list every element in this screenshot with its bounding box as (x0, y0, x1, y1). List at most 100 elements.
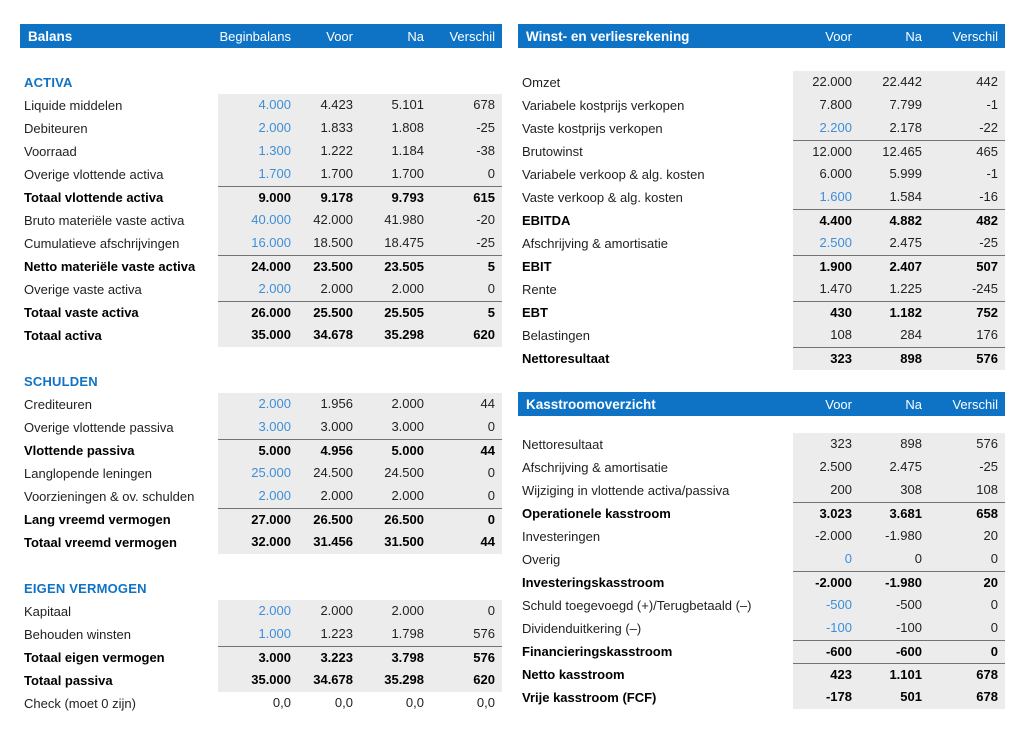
value-cell[interactable]: 2.475 (889, 459, 922, 474)
value-cell[interactable]: 44 (480, 443, 495, 458)
value-cell[interactable]: 615 (473, 190, 495, 205)
value-cell[interactable]: 108 (976, 482, 998, 497)
value-cell[interactable]: 465 (976, 144, 998, 159)
input-cell[interactable]: 2.000 (258, 120, 291, 135)
value-cell[interactable]: 1.808 (391, 120, 424, 135)
value-cell[interactable]: 576 (473, 626, 495, 641)
input-cell[interactable]: 2.500 (819, 235, 852, 250)
value-cell[interactable]: -245 (971, 281, 998, 296)
value-cell[interactable]: 1.700 (391, 166, 424, 181)
value-cell[interactable]: -1.980 (885, 528, 922, 543)
value-cell[interactable]: 9.000 (258, 190, 291, 205)
value-cell[interactable]: 1.225 (889, 281, 922, 296)
input-cell[interactable]: 3.000 (258, 419, 291, 434)
input-cell[interactable]: 1.000 (258, 626, 291, 641)
value-cell[interactable]: 35.298 (384, 672, 424, 687)
value-cell[interactable]: 658 (976, 506, 998, 521)
value-cell[interactable]: -600 (895, 644, 922, 659)
value-cell[interactable]: 898 (900, 351, 922, 366)
value-cell[interactable]: 898 (900, 436, 922, 451)
value-cell[interactable]: 27.000 (251, 512, 291, 527)
value-cell[interactable]: 44 (480, 396, 495, 411)
value-cell[interactable]: -1.980 (885, 575, 922, 590)
value-cell[interactable]: 1.184 (391, 143, 424, 158)
value-cell[interactable]: 5.999 (889, 166, 922, 181)
value-cell[interactable]: 1.900 (819, 259, 852, 274)
value-cell[interactable]: 9.793 (391, 190, 424, 205)
value-cell[interactable]: 0 (487, 488, 495, 503)
value-cell[interactable]: -25 (476, 120, 495, 135)
value-cell[interactable]: 32.000 (251, 534, 291, 549)
value-cell[interactable]: 284 (900, 327, 922, 342)
value-cell[interactable]: 678 (976, 689, 998, 704)
value-cell[interactable]: 576 (976, 436, 998, 451)
value-cell[interactable]: 34.678 (313, 327, 353, 342)
value-cell[interactable]: 24.500 (384, 465, 424, 480)
value-cell[interactable]: 20 (983, 575, 998, 590)
value-cell[interactable]: 0 (487, 603, 495, 618)
value-cell[interactable]: 2.000 (320, 603, 353, 618)
value-cell[interactable]: 2.000 (391, 603, 424, 618)
value-cell[interactable]: 2.000 (320, 281, 353, 296)
value-cell[interactable]: 35.298 (384, 327, 424, 342)
input-cell[interactable]: 16.000 (251, 235, 291, 250)
value-cell[interactable]: 0,0 (334, 695, 353, 710)
value-cell[interactable]: 25.505 (384, 305, 424, 320)
value-cell[interactable]: 2.000 (391, 396, 424, 411)
value-cell[interactable]: 1.101 (889, 667, 922, 682)
value-cell[interactable]: -178 (825, 689, 852, 704)
value-cell[interactable]: 20 (983, 528, 998, 543)
value-cell[interactable]: 3.023 (819, 506, 852, 521)
value-cell[interactable]: 1.470 (819, 281, 852, 296)
value-cell[interactable]: 430 (830, 305, 852, 320)
value-cell[interactable]: 44 (480, 534, 495, 549)
value-cell[interactable]: 5 (487, 259, 495, 274)
value-cell[interactable]: 0 (487, 512, 495, 527)
value-cell[interactable]: 4.423 (320, 97, 353, 112)
value-cell[interactable]: -500 (895, 597, 922, 612)
value-cell[interactable]: 4.400 (819, 213, 852, 228)
value-cell[interactable]: 323 (830, 351, 852, 366)
value-cell[interactable]: 423 (830, 667, 852, 682)
value-cell[interactable]: 5.101 (391, 97, 424, 112)
value-cell[interactable]: 1.700 (320, 166, 353, 181)
value-cell[interactable]: 26.000 (251, 305, 291, 320)
value-cell[interactable]: 26.500 (313, 512, 353, 527)
value-cell[interactable]: 22.000 (812, 74, 852, 89)
input-cell[interactable]: -100 (825, 620, 852, 635)
input-cell[interactable]: 2.000 (258, 281, 291, 296)
value-cell[interactable]: -1 (986, 166, 998, 181)
value-cell[interactable]: 1.223 (320, 626, 353, 641)
input-cell[interactable]: 2.000 (258, 603, 291, 618)
value-cell[interactable]: -38 (476, 143, 495, 158)
input-cell[interactable]: 2.000 (258, 396, 291, 411)
value-cell[interactable]: 31.500 (384, 534, 424, 549)
value-cell[interactable]: 2.178 (889, 120, 922, 135)
value-cell[interactable]: 3.798 (391, 650, 424, 665)
value-cell[interactable]: 323 (830, 436, 852, 451)
input-cell[interactable]: -500 (825, 597, 852, 612)
value-cell[interactable]: 2.000 (391, 281, 424, 296)
value-cell[interactable]: 0 (990, 644, 998, 659)
value-cell[interactable]: 2.407 (889, 259, 922, 274)
value-cell[interactable]: 3.000 (320, 419, 353, 434)
input-cell[interactable]: 40.000 (251, 212, 291, 227)
value-cell[interactable]: 108 (830, 327, 852, 342)
value-cell[interactable]: -22 (979, 120, 998, 135)
value-cell[interactable]: 0,0 (476, 695, 495, 710)
value-cell[interactable]: 0 (990, 597, 998, 612)
value-cell[interactable]: -1 (986, 97, 998, 112)
input-cell[interactable]: 4.000 (258, 97, 291, 112)
value-cell[interactable]: 3.000 (258, 650, 291, 665)
value-cell[interactable]: 0 (990, 551, 998, 566)
value-cell[interactable]: 576 (976, 351, 998, 366)
value-cell[interactable]: 0 (914, 551, 922, 566)
value-cell[interactable]: 0,0 (272, 695, 291, 710)
value-cell[interactable]: 41.980 (384, 212, 424, 227)
value-cell[interactable]: 12.465 (882, 144, 922, 159)
value-cell[interactable]: 35.000 (251, 672, 291, 687)
value-cell[interactable]: 507 (976, 259, 998, 274)
value-cell[interactable]: 3.681 (889, 506, 922, 521)
value-cell[interactable]: 0,0 (405, 695, 424, 710)
value-cell[interactable]: 1.956 (320, 396, 353, 411)
